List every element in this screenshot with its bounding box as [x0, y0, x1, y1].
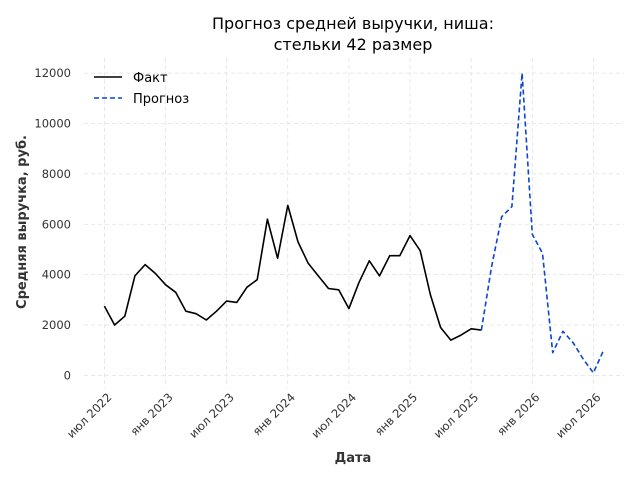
x-tick-label: июл 2026	[553, 390, 604, 441]
chart-title-line-1: Прогноз средней выручки, ниша:	[212, 14, 494, 33]
series-line-fact	[103, 204, 482, 341]
y-tick-label: 10000	[34, 116, 71, 130]
x-tick-label: июл 2025	[431, 390, 482, 441]
grid	[84, 58, 624, 388]
y-tick-label: 4000	[42, 268, 71, 282]
chart-title-line-2: стельки 42 размер	[274, 35, 433, 54]
x-tick-label: янв 2023	[127, 390, 175, 438]
legend: Факт Прогноз	[94, 71, 189, 107]
x-tick-label: янв 2024	[250, 390, 298, 438]
x-tick-label: янв 2025	[372, 390, 420, 438]
legend-label-forecast: Прогноз	[133, 92, 189, 107]
y-tick-label: 12000	[34, 66, 71, 80]
series-lines	[103, 72, 605, 374]
y-tick-label: 6000	[42, 217, 71, 231]
x-tick-labels: июл 2022 янв 2023 июл 2023 янв 2024 июл 2024…	[64, 390, 604, 441]
x-tick-label: июл 2024	[309, 390, 360, 441]
y-tick-label: 8000	[42, 167, 71, 181]
legend-label-fact: Факт	[133, 71, 168, 86]
x-tick-label: июл 2023	[186, 390, 237, 441]
y-tick-labels: 0 2000 4000 6000 8000 10000 12000	[34, 66, 71, 382]
y-tick-label: 0	[64, 368, 71, 382]
y-tick-label: 2000	[42, 318, 71, 332]
x-tick-label: янв 2026	[494, 390, 542, 438]
x-axis-label: Дата	[335, 451, 372, 466]
x-tick-label: июл 2022	[64, 390, 115, 441]
y-axis-label: Средняя выручка, руб.	[15, 135, 30, 309]
series-line-forecast	[480, 72, 605, 374]
